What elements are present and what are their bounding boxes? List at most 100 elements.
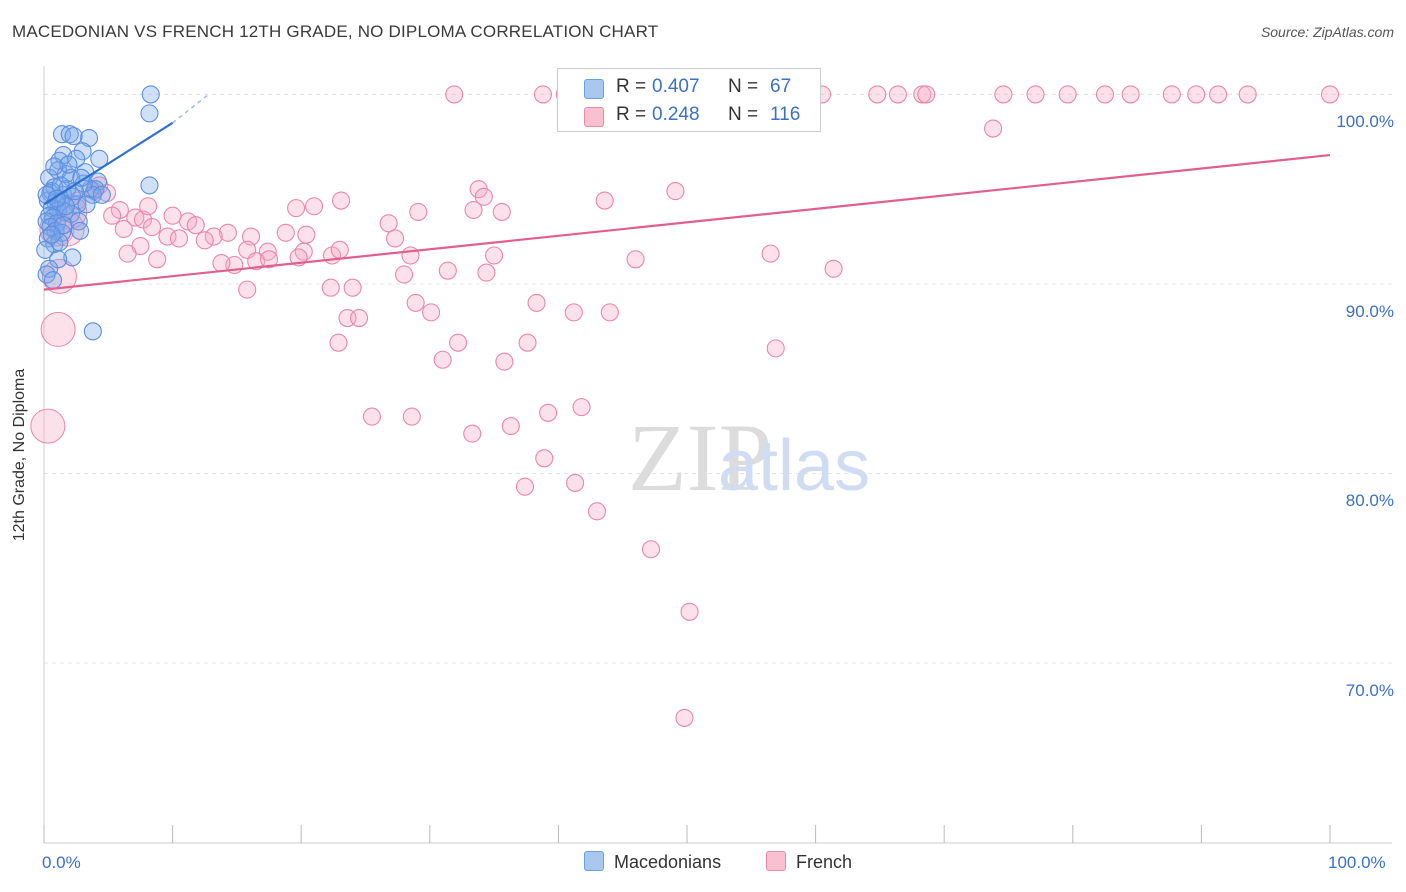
french-point (103, 206, 122, 225)
legend-item-macedonians[interactable]: Macedonians (584, 851, 721, 873)
french-point (626, 250, 645, 269)
y-axis-label: 12th Grade, No Diploma (11, 368, 28, 542)
french-point (321, 278, 340, 297)
macedonian-point (45, 157, 64, 176)
french-point (595, 191, 614, 210)
french-point (888, 85, 907, 104)
french-point (641, 540, 661, 559)
macedonian-point (63, 248, 82, 267)
watermark-atlas: atlas (718, 426, 870, 506)
french-point (600, 303, 619, 322)
legend-row-macedonians: R = 0.407 N = 67 (558, 73, 820, 101)
french-point (379, 214, 398, 233)
french-point (386, 229, 405, 248)
macedonian-point (69, 212, 88, 231)
french-point (445, 85, 464, 104)
french-point (195, 231, 214, 250)
french-point (204, 227, 223, 246)
french-point-large (40, 311, 76, 347)
macedonian-point (90, 149, 109, 168)
macedonian-point (42, 225, 61, 244)
french-point (675, 708, 694, 727)
french-point (362, 407, 381, 426)
legend-label-macedonians: Macedonians (614, 852, 722, 872)
french-point (238, 280, 257, 299)
grid-lines (44, 93, 1392, 664)
french-point (572, 398, 591, 417)
french-point (163, 206, 182, 225)
french-point (1095, 85, 1114, 104)
source-label: Source: ZipAtlas.com (1260, 24, 1394, 40)
trend-lines (43, 93, 1331, 291)
french-point (913, 85, 932, 104)
r-value: 0.407 (652, 76, 700, 97)
french-point (276, 223, 295, 242)
french-point (474, 187, 493, 206)
french-point (666, 182, 685, 201)
macedonian-point (83, 322, 102, 341)
french-point (680, 602, 699, 621)
legend-swatch-macedonians (584, 851, 604, 871)
n-label: N = (728, 76, 759, 97)
french-point (438, 261, 457, 280)
french-point (422, 303, 441, 322)
n-value: 67 (770, 76, 792, 97)
macedonian-point (59, 155, 78, 174)
macedonian-point (64, 127, 83, 146)
y-tick-label: 70.0% (1345, 680, 1394, 700)
french-point (1162, 85, 1181, 104)
french-point (501, 417, 520, 436)
legend-label-french: French (796, 852, 853, 872)
french-point (186, 216, 205, 235)
french-point (587, 502, 607, 521)
french-point (1026, 85, 1045, 104)
french-point-large (41, 258, 77, 294)
french-point (449, 333, 468, 352)
correlation-legend: R = 0.407 N = 67 R = 0.248 N = 116 (557, 68, 821, 132)
french-point-large (30, 408, 66, 444)
french-point (395, 265, 414, 284)
y-tick-label: 90.0% (1345, 301, 1394, 321)
french-point (287, 199, 306, 218)
french-point (1121, 85, 1140, 104)
french-point (433, 350, 452, 369)
watermark-zip: ZIP (628, 404, 772, 511)
french-point (495, 352, 514, 371)
x-tick-label-max: 100.0% (1328, 853, 1386, 872)
french-point (114, 219, 133, 239)
r-value: 0.248 (652, 104, 700, 125)
french-point (1320, 85, 1340, 104)
french-point (1187, 85, 1206, 104)
legend-swatch-french (584, 107, 604, 127)
french-point (1058, 85, 1077, 104)
french-point (535, 449, 554, 468)
macedonian-point (140, 176, 159, 195)
r-label: R = (616, 76, 647, 97)
french-point (984, 119, 1003, 138)
r-label: R = (616, 104, 647, 125)
chart-title: MACEDONIAN VS FRENCH 12TH GRADE, NO DIPL… (12, 22, 659, 41)
y-tick-label: 100.0% (1336, 112, 1394, 132)
macedonian-point (36, 240, 55, 259)
french-point (1209, 85, 1228, 104)
french-point (294, 242, 313, 261)
french-point (139, 197, 158, 216)
macedonian-point (140, 104, 159, 123)
french-point (148, 250, 167, 269)
french-point (566, 473, 585, 492)
y-tick-label: 80.0% (1345, 491, 1394, 511)
macedonian-point (141, 85, 160, 104)
french-point (218, 223, 237, 242)
french-point (142, 218, 162, 237)
french-point (533, 85, 553, 104)
french-point (330, 240, 349, 259)
legend-item-french[interactable]: French (766, 851, 852, 873)
french-point (402, 407, 421, 426)
french-point (539, 403, 558, 422)
legend-swatch-macedonians (584, 79, 604, 99)
french-point (464, 200, 483, 220)
french-point (917, 85, 936, 104)
french-point (305, 197, 324, 216)
french-point (212, 254, 231, 273)
